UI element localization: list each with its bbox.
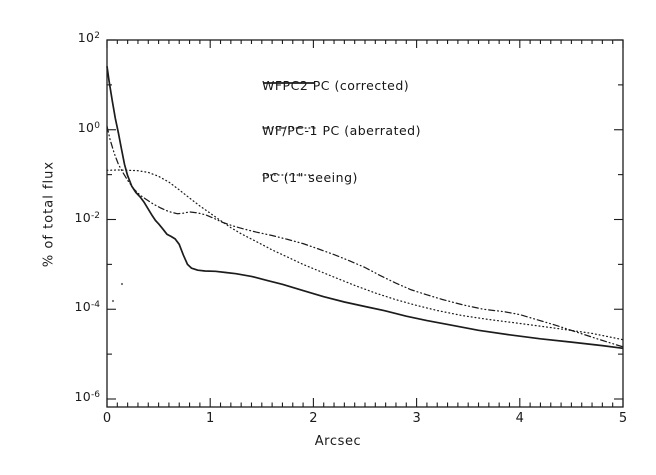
legend-line-solid-icon xyxy=(263,82,315,84)
legend-item-wfpc2-corrected: WFPC2 PC (corrected) xyxy=(262,77,410,93)
series-line-2 xyxy=(106,169,624,341)
x-tick-label: 0 xyxy=(102,411,112,426)
legend-line-dashdot-icon xyxy=(262,127,316,129)
series-line-1 xyxy=(106,125,624,348)
series-line-0 xyxy=(106,66,624,350)
y-axis-title: % of total flux xyxy=(41,160,57,268)
plot-frame xyxy=(106,39,624,408)
legend-label: WF/PC-1 PC (aberrated) xyxy=(262,122,421,138)
x-axis-title: Arcsec xyxy=(314,434,362,449)
legend-item-wfpc1-aberrated: WF/PC-1 PC (aberrated) xyxy=(262,122,421,138)
x-tick-label: 5 xyxy=(618,411,628,426)
y-tick-label: 10-6 xyxy=(74,389,101,404)
legend-line-dotted-icon xyxy=(262,174,316,176)
y-tick-label: 10-2 xyxy=(74,209,101,225)
y-tick-label: 10-4 xyxy=(74,299,101,315)
y-tick-label: 100 xyxy=(77,119,100,135)
legend-item-pc-seeing: PC (1" seeing) xyxy=(262,169,358,185)
y-tick-label: 102 xyxy=(77,30,100,45)
x-tick-label: 1 xyxy=(206,411,215,426)
scan-speck xyxy=(111,299,115,303)
x-tick-label: 4 xyxy=(515,411,524,426)
legend-label: WFPC2 PC (corrected) xyxy=(262,77,410,93)
legend-label: PC (1" seeing) xyxy=(262,169,358,185)
scan-speck xyxy=(120,282,124,286)
x-tick-label: 3 xyxy=(412,411,421,426)
x-tick-label: 2 xyxy=(309,411,318,426)
